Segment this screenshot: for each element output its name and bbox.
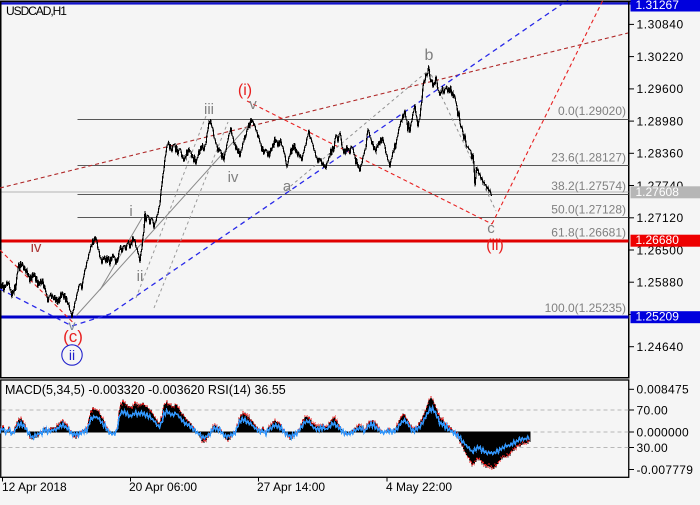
svg-text:1.30220: 1.30220 bbox=[637, 50, 684, 64]
svg-text:USDCAD,H1: USDCAD,H1 bbox=[6, 4, 67, 18]
svg-text:20 Apr 06:00: 20 Apr 06:00 bbox=[129, 480, 197, 494]
svg-text:1.27608: 1.27608 bbox=[636, 185, 680, 199]
svg-text:a: a bbox=[283, 178, 292, 195]
svg-text:12 Apr 2018: 12 Apr 2018 bbox=[2, 480, 67, 494]
svg-text:1.28360: 1.28360 bbox=[637, 147, 684, 161]
svg-text:61.8(1.26681): 61.8(1.26681) bbox=[551, 226, 626, 240]
svg-text:iii: iii bbox=[204, 101, 214, 118]
svg-text:70.00: 70.00 bbox=[637, 403, 669, 417]
svg-text:1.30840: 1.30840 bbox=[637, 18, 684, 32]
svg-text:iv: iv bbox=[31, 239, 42, 256]
svg-text:0.0(1.29020): 0.0(1.29020) bbox=[558, 104, 626, 118]
svg-text:MACD(5,34,5) -0.003320 -0.0036: MACD(5,34,5) -0.003320 -0.003620 RSI(14)… bbox=[5, 383, 286, 397]
svg-text:0.008475: 0.008475 bbox=[637, 383, 689, 397]
svg-text:i: i bbox=[129, 203, 132, 220]
svg-text:27 Apr 14:00: 27 Apr 14:00 bbox=[257, 480, 325, 494]
svg-text:1.28980: 1.28980 bbox=[637, 114, 684, 128]
svg-text:38.2(1.27574): 38.2(1.27574) bbox=[551, 179, 626, 193]
svg-text:(c): (c) bbox=[63, 327, 83, 346]
svg-text:1.27120: 1.27120 bbox=[637, 211, 684, 225]
svg-text:4 May 22:00: 4 May 22:00 bbox=[386, 480, 452, 494]
svg-text:1.26680: 1.26680 bbox=[636, 233, 680, 247]
svg-text:-0.007779: -0.007779 bbox=[637, 463, 694, 477]
svg-text:30.00: 30.00 bbox=[637, 441, 669, 455]
svg-text:ii: ii bbox=[137, 268, 144, 285]
svg-text:1.24640: 1.24640 bbox=[637, 340, 684, 354]
svg-text:100.0(1.25235): 100.0(1.25235) bbox=[545, 301, 626, 315]
svg-text:1.25880: 1.25880 bbox=[637, 276, 684, 290]
svg-text:c: c bbox=[487, 220, 495, 237]
svg-text:1.29600: 1.29600 bbox=[637, 82, 684, 96]
svg-text:iv: iv bbox=[228, 169, 239, 186]
svg-text:(ii): (ii) bbox=[486, 237, 504, 254]
svg-text:(i): (i) bbox=[238, 82, 252, 99]
svg-text:b: b bbox=[425, 47, 434, 64]
svg-text:0.000000: 0.000000 bbox=[637, 425, 689, 439]
svg-text:50.0(1.27128): 50.0(1.27128) bbox=[551, 203, 626, 217]
svg-text:1.31267: 1.31267 bbox=[636, 0, 680, 12]
svg-text:1.25209: 1.25209 bbox=[636, 310, 680, 324]
svg-text:23.6(1.28127): 23.6(1.28127) bbox=[551, 151, 626, 165]
svg-text:ii: ii bbox=[69, 347, 75, 363]
